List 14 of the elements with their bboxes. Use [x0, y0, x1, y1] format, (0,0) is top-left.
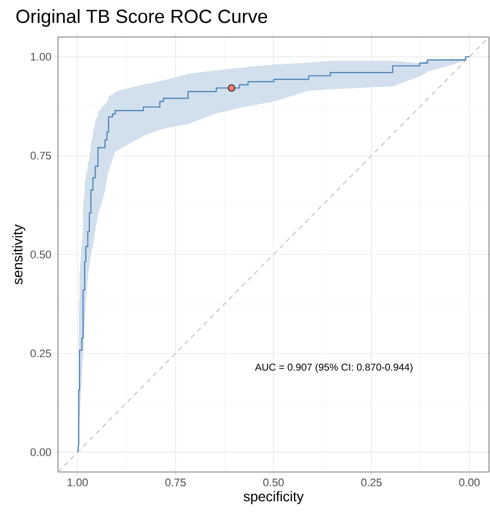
y-tick-label: 0.75 [30, 152, 52, 160]
y-axis-title: sensitivity [12, 224, 26, 284]
chart-title: Original TB Score ROC Curve [16, 9, 268, 27]
y-tick-label: 0.00 [30, 448, 52, 456]
annotation: AUC = 0.907 (95% CI: 0.870-0.944) [254, 363, 412, 373]
x-tick-label: 0.00 [459, 478, 480, 486]
x-tick-label: 0.50 [263, 478, 284, 486]
x-tick-label: 0.25 [361, 478, 382, 486]
y-tick-label: 0.50 [30, 250, 52, 258]
x-tick-label: 1.00 [68, 478, 88, 486]
y-tick-label: 1.00 [30, 52, 52, 61]
x-axis-title: specificity [244, 491, 304, 504]
x-tick-label: 0.75 [165, 478, 186, 486]
y-tick-label: 0.25 [30, 349, 52, 358]
